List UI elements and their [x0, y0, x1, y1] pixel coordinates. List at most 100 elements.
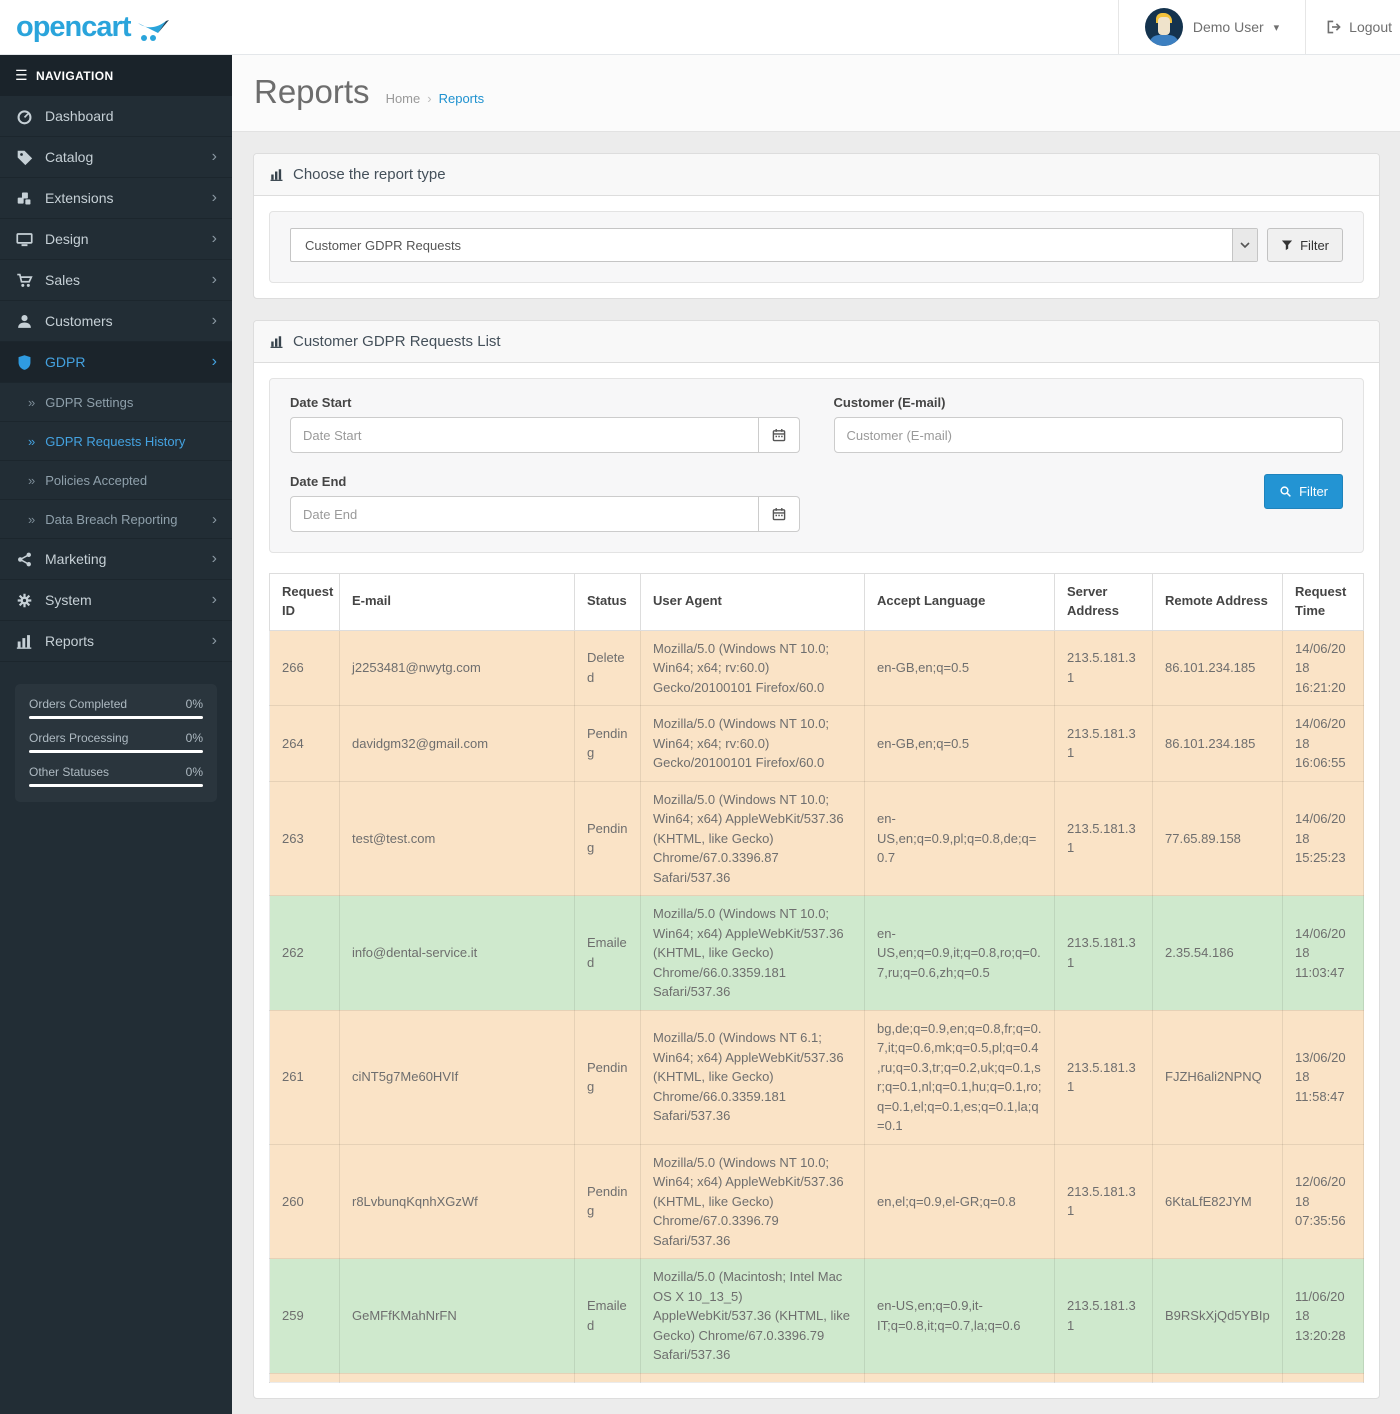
logout-icon [1326, 19, 1342, 35]
user-icon [15, 312, 33, 330]
submenu-arrow-icon: » [28, 433, 36, 449]
breadcrumb: Home › Reports [386, 91, 485, 106]
sidebar-item-marketing[interactable]: Marketing › [0, 539, 232, 580]
sidebar-item-customers[interactable]: Customers › [0, 301, 232, 342]
filter-button-cell: Filter [834, 474, 1343, 532]
sidebar-item-sales[interactable]: Sales › [0, 260, 232, 301]
filters-well: Date Start Customer (E-mail) [269, 378, 1364, 553]
col-request-time: Request Time [1282, 573, 1364, 631]
submenu-arrow-icon: » [28, 472, 36, 488]
customer-email-input[interactable] [833, 417, 1343, 453]
table-row: 259 GeMFfKMahNrFN Emailed Mozilla/5.0 (M… [269, 1258, 1364, 1374]
date-end-label: Date End [290, 474, 347, 489]
sidebar-item-gdpr-settings[interactable]: » GDPR Settings [0, 383, 232, 422]
table-header-row: Request ID E-mail Status User Agent Acce… [269, 573, 1364, 631]
chevron-right-icon: › [211, 230, 217, 247]
breadcrumb-current[interactable]: Reports [438, 91, 485, 106]
table-row: 264 davidgm32@gmail.com Pending Mozilla/… [269, 705, 1364, 782]
table-row: 266 j2253481@nwytg.com Deleted Mozilla/5… [269, 629, 1364, 707]
sidebar-item-data-breach-reporting[interactable]: » Data Breach Reporting › [0, 500, 232, 539]
panel-title: Choose the report type [293, 166, 446, 183]
col-status: Status [574, 573, 641, 631]
sidebar-stats-panel: Orders Completed 0% Orders Processing 0%… [15, 684, 217, 802]
sidebar-item-dashboard[interactable]: Dashboard [0, 96, 232, 137]
chevron-right-icon: › [212, 510, 217, 528]
submenu-arrow-icon: » [28, 394, 36, 410]
page-title: Reports [254, 73, 370, 110]
table-row: 261 ciNT5g7Me60HVIf Pending Mozilla/5.0 … [269, 1009, 1364, 1145]
sidebar-item-catalog[interactable]: Catalog › [0, 137, 232, 178]
user-avatar [1144, 8, 1183, 46]
bar-chart-icon [269, 334, 284, 349]
page-header: Reports Home › Reports [232, 55, 1400, 132]
chevron-right-icon: › [211, 550, 217, 567]
chevron-right-icon: › [211, 591, 217, 608]
opencart-logo[interactable]: opencart [0, 0, 232, 55]
stat-orders-processing: Orders Processing 0% [29, 731, 203, 753]
chevron-right-icon: › [211, 353, 217, 370]
submenu-arrow-icon: » [28, 511, 36, 527]
sidebar-item-gdpr-requests-history[interactable]: » GDPR Requests History [0, 422, 232, 461]
col-remote-address: Remote Address [1152, 573, 1283, 631]
funnel-icon [1281, 239, 1293, 251]
progress-bar [29, 784, 203, 787]
search-icon [1279, 485, 1292, 498]
report-type-well: Customer GDPR Requests Filter [269, 211, 1364, 283]
customer-email-group: Customer (E-mail) [833, 395, 1343, 453]
sidebar-item-extensions[interactable]: Extensions › [0, 178, 232, 219]
user-name: Demo User [1192, 19, 1264, 35]
date-end-input[interactable] [290, 496, 759, 532]
breadcrumb-home[interactable]: Home [385, 91, 421, 106]
cart-icon [15, 271, 33, 289]
navigation-header: ☰ NAVIGATION [0, 55, 232, 96]
dashboard-icon [15, 107, 33, 125]
date-end-group: Date End [290, 474, 800, 532]
navigation-label: NAVIGATION [35, 68, 114, 83]
bar-chart-icon [269, 167, 284, 182]
calendar-icon[interactable] [758, 496, 800, 532]
main-content: Reports Home › Reports Choose the report… [232, 55, 1400, 1414]
col-email: E-mail [339, 573, 575, 631]
table-row: 263 test@test.com Pending Mozilla/5.0 (W… [269, 780, 1364, 897]
report-filter-button[interactable]: Filter [1267, 228, 1343, 262]
customer-email-label: Customer (E-mail) [833, 395, 946, 410]
report-type-panel-heading: Choose the report type [254, 154, 1379, 196]
calendar-icon[interactable] [758, 417, 800, 453]
puzzle-icon [15, 189, 33, 207]
table-row: 260 r8LvbunqKqnhXGzWf Pending Mozilla/5.… [269, 1143, 1364, 1260]
date-start-group: Date Start [290, 395, 800, 453]
table-row-partial [269, 1372, 1364, 1383]
logo-text: opencart [16, 11, 131, 43]
header-divider [1117, 0, 1119, 54]
sidebar-item-policies-accepted[interactable]: » Policies Accepted [0, 461, 232, 500]
gdpr-requests-table: Request ID E-mail Status User Agent Acce… [269, 573, 1364, 1383]
table-row: 262 info@dental-service.it Emailed Mozil… [269, 895, 1364, 1011]
hamburger-icon: ☰ [15, 67, 28, 83]
top-header: opencart Demo User ▾ Logo [0, 0, 1400, 55]
caret-down-icon: ▾ [1273, 21, 1280, 34]
sidebar: ☰ NAVIGATION Dashboard Catalog › Extensi… [0, 55, 232, 1414]
col-request-id: Request ID [269, 573, 340, 631]
date-start-label: Date Start [290, 395, 352, 410]
date-start-input[interactable] [290, 417, 759, 453]
report-type-select[interactable]: Customer GDPR Requests [290, 228, 1259, 262]
logout-label: Logout [1349, 19, 1392, 35]
logout-button[interactable]: Logout [1306, 0, 1400, 54]
user-menu[interactable]: Demo User ▾ [1119, 0, 1305, 54]
share-icon [15, 550, 33, 568]
tag-icon [15, 148, 33, 166]
sidebar-item-reports[interactable]: Reports › [0, 621, 232, 662]
gear-icon [15, 591, 33, 609]
sidebar-item-design[interactable]: Design › [0, 219, 232, 260]
stat-value: 0% [185, 697, 203, 711]
list-filter-button[interactable]: Filter [1264, 474, 1343, 509]
gdpr-list-panel: Customer GDPR Requests List Date Start [253, 320, 1380, 1399]
select-chevron-icon [1232, 229, 1258, 261]
sidebar-item-gdpr[interactable]: GDPR › [0, 342, 232, 383]
breadcrumb-separator: › [427, 91, 432, 106]
chevron-right-icon: › [211, 271, 217, 288]
chevron-right-icon: › [211, 632, 217, 649]
shield-icon [15, 353, 33, 371]
sidebar-item-system[interactable]: System › [0, 580, 232, 621]
cart-logo-icon [136, 17, 172, 43]
